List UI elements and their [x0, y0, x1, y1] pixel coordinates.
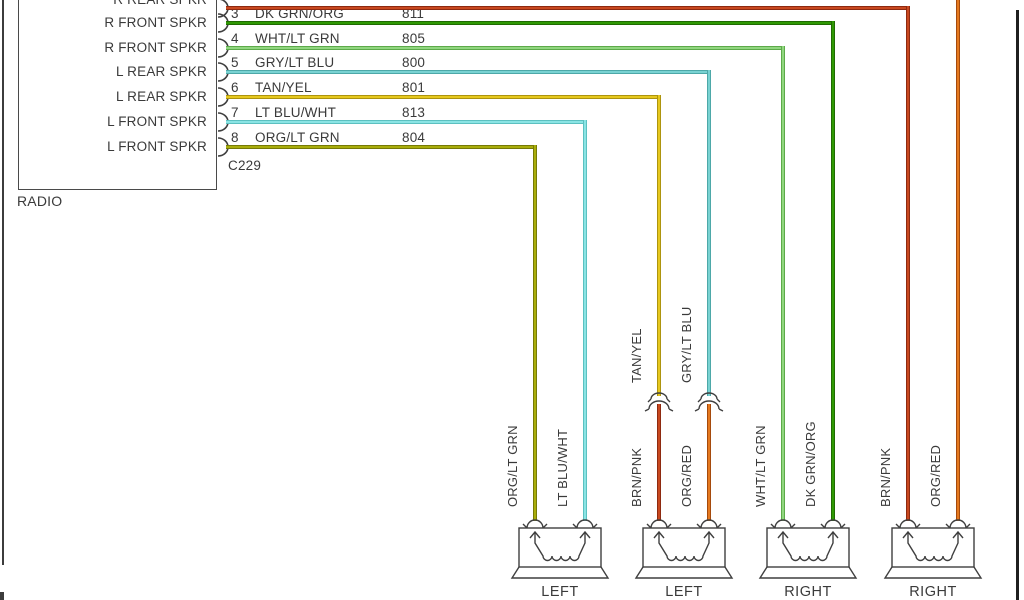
pin-wire: LT BLU/WHT [255, 105, 337, 120]
pin-number: 6 [231, 80, 239, 95]
pin-circuit: 811 [402, 6, 425, 21]
page-border-left-foot [0, 592, 4, 600]
radio-channel-r-front-1: R FRONT SPKR [104, 15, 207, 30]
inline-connector-symbol-tan-yel [644, 392, 674, 412]
speaker-label-left-2: LEFT [665, 584, 703, 600]
wire-lt-blu-wht-vertical [583, 120, 587, 521]
wire-label-org-red-left: ORG/RED [679, 444, 694, 507]
speaker-symbol-left-1 [510, 519, 610, 579]
pin-circuit: 813 [402, 105, 426, 120]
wire-wht-lt-grn-vertical [781, 46, 785, 521]
wire-label-org-lt-grn: ORG/LT GRN [505, 425, 520, 507]
wire-brn-pnk-vertical-left [657, 404, 661, 521]
wire-label-dk-grn-org: DK GRN/ORG [803, 421, 818, 507]
wire-lt-blu-wht-horizontal [226, 120, 587, 124]
wire-dk-grn-org-vertical [831, 21, 835, 521]
pin-circuit: 805 [402, 31, 426, 46]
page-border-right [1016, 10, 1019, 600]
pin-wire: TAN/YEL [255, 80, 312, 95]
radio-channel-l-rear-2: L REAR SPKR [116, 89, 207, 104]
inline-connector-symbol-gry-lt-blu [694, 392, 724, 412]
speaker-symbol-right-2 [883, 519, 983, 579]
pin-number: 4 [231, 31, 239, 46]
wire-label-gry-lt-blu: GRY/LT BLU [679, 306, 694, 383]
wire-org-red-vertical-left [707, 404, 711, 521]
wire-tan-yel-horizontal [226, 95, 661, 99]
wire-wht-lt-grn-horizontal [226, 46, 785, 50]
wire-gry-lt-blu-vertical [707, 70, 711, 396]
pin-circuit: 804 [402, 130, 426, 145]
wire-label-brn-pnk-left: BRN/PNK [629, 447, 644, 507]
pin-number: 5 [231, 55, 239, 70]
pin-number: 3 [231, 6, 239, 21]
page-border-left [2, 0, 4, 565]
wire-org-lt-grn-horizontal [226, 145, 537, 149]
pin-circuit: 801 [402, 80, 426, 95]
wire-gry-lt-blu-horizontal [226, 70, 711, 74]
pin-wire: DK GRN/ORG [255, 6, 345, 21]
radio-channel-r-front-2: R FRONT SPKR [104, 40, 207, 55]
speaker-symbol-left-2 [634, 519, 734, 579]
wire-brn-pnk-horizontal [226, 6, 910, 10]
speaker-label-right-2: RIGHT [909, 584, 957, 600]
speaker-label-right-1: RIGHT [784, 584, 832, 600]
wire-label-wht-lt-grn: WHT/LT GRN [753, 425, 768, 507]
connector-c229-label: C229 [228, 158, 262, 173]
wire-org-red-vertical-right [956, 0, 960, 521]
pin-number: 8 [231, 130, 239, 145]
pin-wire: WHT/LT GRN [255, 31, 340, 46]
pin-wire: ORG/LT GRN [255, 130, 340, 145]
wire-tan-yel-vertical [657, 95, 661, 396]
radio-box [18, 0, 217, 190]
radio-channel-l-front-2: L FRONT SPKR [107, 139, 207, 154]
wire-label-tan-yel: TAN/YEL [629, 328, 644, 383]
radio-channel-r-rear: R REAR SPKR [40, 0, 207, 7]
pin-wire: GRY/LT BLU [255, 55, 335, 70]
wire-org-lt-grn-vertical [533, 145, 537, 521]
radio-channel-l-rear-1: L REAR SPKR [116, 64, 207, 79]
radio-label: RADIO [17, 193, 63, 209]
wire-label-brn-pnk-right: BRN/PNK [878, 447, 893, 507]
radio-channel-l-front-1: L FRONT SPKR [107, 114, 207, 129]
wire-label-lt-blu-wht: LT BLU/WHT [555, 428, 570, 507]
pin-number: 7 [231, 105, 239, 120]
speaker-label-left-1: LEFT [541, 584, 579, 600]
wire-label-org-red-right: ORG/RED [928, 444, 943, 507]
pin-circuit: 800 [402, 55, 426, 70]
wire-dk-grn-org-horizontal [226, 21, 835, 25]
wire-brn-pnk-vertical-right [906, 6, 910, 521]
speaker-symbol-right-1 [758, 519, 858, 579]
